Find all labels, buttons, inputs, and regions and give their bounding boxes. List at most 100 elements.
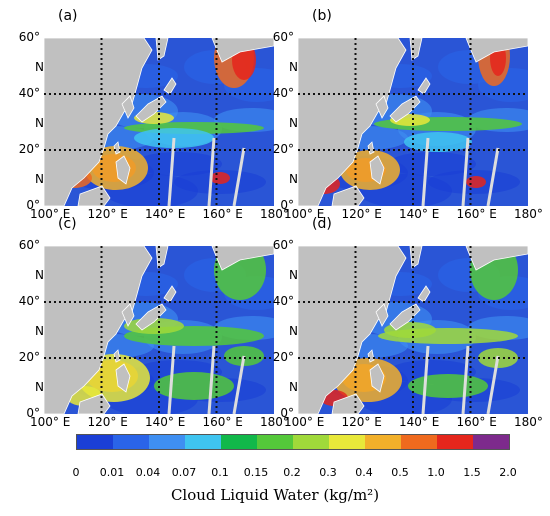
colorbar-tick-label: 1.5 xyxy=(463,466,481,479)
lon-label: 100° E xyxy=(284,207,325,221)
swath-gap xyxy=(167,137,176,206)
swath-gap xyxy=(461,137,470,206)
lat-dir-label: N xyxy=(289,60,298,74)
land-mass xyxy=(369,155,385,185)
land-mass xyxy=(44,38,153,206)
land-mass xyxy=(121,95,135,119)
swath-gap xyxy=(207,137,216,206)
colorbar-segment xyxy=(473,435,509,449)
lat-label: 60° xyxy=(18,238,40,252)
lon-label: 160° E xyxy=(202,207,243,221)
map-panel xyxy=(44,38,274,206)
map-panel xyxy=(298,246,528,414)
land-mass xyxy=(389,303,421,331)
map-field xyxy=(298,38,528,206)
colorbar-segment xyxy=(113,435,149,449)
lat-label: 20° xyxy=(18,350,40,364)
land-mass xyxy=(417,77,431,95)
water-field-patch xyxy=(134,152,222,176)
lat-label: 20° xyxy=(18,142,40,156)
colorbar-tick-label: 0.04 xyxy=(135,466,161,479)
map-field xyxy=(44,38,274,206)
land-mass xyxy=(417,285,431,303)
colorbar-segment xyxy=(329,435,365,449)
lat-dir-label: N xyxy=(289,380,298,394)
map-panel xyxy=(44,246,274,414)
lat-label: 0° xyxy=(280,406,294,420)
water-field-patch xyxy=(388,152,476,176)
lon-label: 120° E xyxy=(341,207,382,221)
land-mass xyxy=(155,246,169,269)
panel-label: (b) xyxy=(312,8,332,24)
map-field xyxy=(44,246,274,414)
colorbar xyxy=(76,434,510,450)
swath-gap xyxy=(461,345,470,414)
swath-gap xyxy=(486,147,500,206)
colorbar-tick-label: 0.01 xyxy=(99,466,125,479)
lon-label: 180° xyxy=(514,207,543,221)
colorbar-tick-label: 0.4 xyxy=(355,466,373,479)
land-mass xyxy=(77,393,111,414)
land-mass xyxy=(375,303,389,327)
swath-gap xyxy=(167,345,176,414)
land-mass xyxy=(135,95,167,123)
colorbar-segment xyxy=(437,435,473,449)
land-mass xyxy=(44,246,153,414)
colorbar-segment xyxy=(401,435,437,449)
colorbar-tick-label: 0.07 xyxy=(171,466,197,479)
lat-label: 40° xyxy=(272,86,294,100)
lat-label: 60° xyxy=(272,30,294,44)
lon-label: 180° xyxy=(260,207,289,221)
colorbar-tick-label: 0.5 xyxy=(391,466,409,479)
colorbar-tick-label: 2.0 xyxy=(499,466,517,479)
land-mass xyxy=(115,363,131,393)
land-mass xyxy=(115,155,131,185)
lon-label: 160° E xyxy=(456,207,497,221)
lat-label: 40° xyxy=(18,86,40,100)
lat-dir-label: N xyxy=(35,172,44,186)
lon-label: 160° E xyxy=(202,415,243,429)
colorbar-segment xyxy=(185,435,221,449)
lon-label: 140° E xyxy=(399,415,440,429)
lon-label: 120° E xyxy=(87,207,128,221)
land-mass xyxy=(331,185,365,206)
land-mass xyxy=(135,303,167,331)
lat-dir-label: N xyxy=(35,324,44,338)
cloud-water-patch xyxy=(408,374,488,398)
colorbar-tick-label: 0.15 xyxy=(243,466,269,479)
colorbar-segment xyxy=(149,435,185,449)
land-mass xyxy=(163,77,177,95)
lat-dir-label: N xyxy=(35,380,44,394)
cloud-water-patch xyxy=(404,132,472,152)
land-mass xyxy=(298,246,407,414)
land-mass xyxy=(121,303,135,327)
lat-label: 60° xyxy=(272,238,294,252)
lon-label: 140° E xyxy=(145,207,186,221)
lat-dir-label: N xyxy=(35,60,44,74)
swath-gap xyxy=(421,345,430,414)
lat-label: 0° xyxy=(26,406,40,420)
swath-gap xyxy=(486,355,500,414)
lat-dir-label: N xyxy=(289,268,298,282)
colorbar-tick-label: 0.3 xyxy=(319,466,337,479)
map-panel xyxy=(298,38,528,206)
land-mass xyxy=(389,95,421,123)
swath-gap xyxy=(421,137,430,206)
lat-label: 60° xyxy=(18,30,40,44)
swath-gap xyxy=(207,345,216,414)
colorbar-segment xyxy=(221,435,257,449)
colorbar-segment xyxy=(77,435,113,449)
lon-label: 120° E xyxy=(87,415,128,429)
swath-gap xyxy=(232,147,246,206)
colorbar-tick-label: 0.2 xyxy=(283,466,301,479)
land-mass xyxy=(77,185,111,206)
colorbar-segment xyxy=(365,435,401,449)
lat-label: 20° xyxy=(272,142,294,156)
lon-label: 160° E xyxy=(456,415,497,429)
lon-label: 180° xyxy=(514,415,543,429)
lon-label: 140° E xyxy=(399,207,440,221)
colorbar-segment xyxy=(257,435,293,449)
lon-label: 100° E xyxy=(284,415,325,429)
lat-dir-label: N xyxy=(289,324,298,338)
land-mass xyxy=(298,38,407,206)
